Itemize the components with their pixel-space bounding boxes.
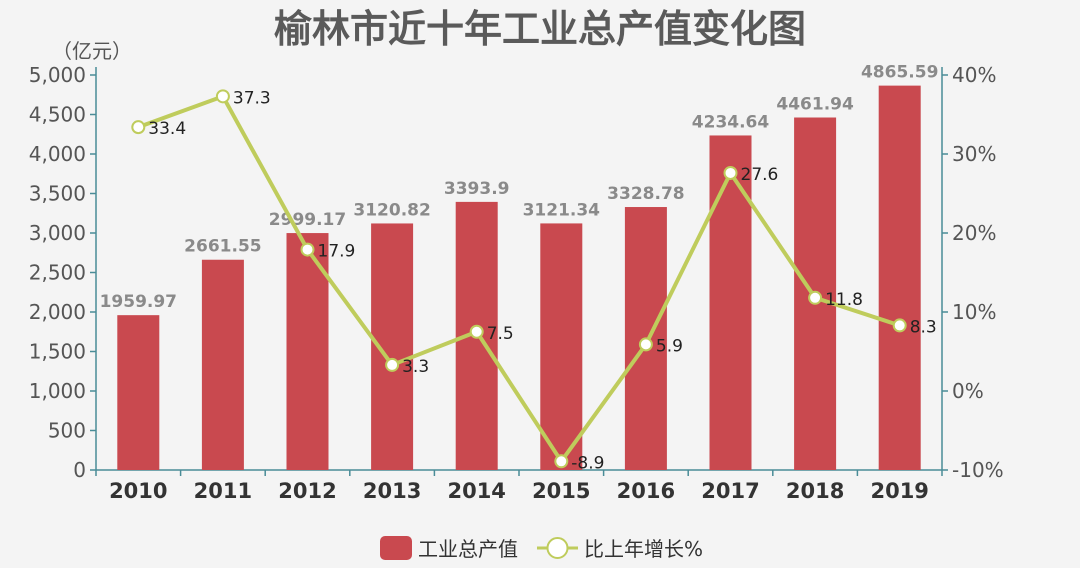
bar-value-label: 4865.59 <box>861 63 938 83</box>
y-axis-unit: （亿元） <box>52 39 132 63</box>
bar <box>286 233 329 470</box>
y-left-tick-label: 2,500 <box>29 261 86 285</box>
axes: 0 500 1,000 1,500 2,000 2,500 3,000 3,500 4,000 4… <box>29 63 1004 503</box>
line-point <box>554 454 569 469</box>
bar-value-label: 3393.9 <box>444 179 510 199</box>
line-point-label: 27.6 <box>741 165 779 185</box>
bar-value-label: 3121.34 <box>523 200 601 220</box>
bar <box>540 223 583 470</box>
line-series: 33.4 37.3 17.9 3.3 7.5 -8.9 5.9 27.6 11.8 8.3 <box>131 88 937 473</box>
line-point-label: 33.4 <box>148 119 186 139</box>
bar <box>201 259 244 470</box>
x-tick-label: 2019 <box>870 479 928 503</box>
line-point-label: 7.5 <box>487 324 514 344</box>
x-tick-label: 2016 <box>617 479 675 503</box>
line-point-label: -8.9 <box>571 453 604 473</box>
y-left-tick-label: 1,500 <box>29 340 86 364</box>
y-left-tick-label: 2,000 <box>29 300 86 324</box>
y-left-tick-label: 3,000 <box>29 221 86 245</box>
x-tick-label: 2017 <box>701 479 759 503</box>
y-right-tick-label: 40% <box>952 63 996 87</box>
bar-value-label: 4234.64 <box>692 112 770 132</box>
bar-value-label: 3328.78 <box>607 184 684 204</box>
line-point-label: 3.3 <box>402 357 429 377</box>
line-point-label: 17.9 <box>318 242 356 262</box>
y-right-tick-label: 0% <box>952 379 984 403</box>
line-point <box>469 324 484 339</box>
line-point <box>131 120 146 135</box>
line-point-label: 5.9 <box>656 336 683 356</box>
line-point-label: 11.8 <box>825 290 863 310</box>
bar-value-label: 3120.82 <box>353 200 430 220</box>
y-right-tick-label: 30% <box>952 142 996 166</box>
y-left-tick-label: 0 <box>73 458 86 482</box>
x-tick-label: 2015 <box>532 479 590 503</box>
legend-line-label: 比上年增长% <box>584 537 703 561</box>
y-left-tick-label: 500 <box>48 419 86 443</box>
line-point <box>638 337 653 352</box>
line-point <box>300 242 315 257</box>
chart-title: 榆林市近十年工业总产值变化图 <box>274 7 806 51</box>
x-tick-label: 2018 <box>786 479 844 503</box>
x-tick-label: 2012 <box>278 479 336 503</box>
line-point <box>215 89 230 104</box>
line-point <box>385 357 400 372</box>
y-left-tick-label: 3,500 <box>29 182 86 206</box>
x-tick-label: 2013 <box>363 479 421 503</box>
line-point <box>892 318 907 333</box>
line-point <box>808 290 823 305</box>
bar <box>878 85 921 470</box>
x-tick-label: 2014 <box>447 479 505 503</box>
line-point <box>723 165 738 180</box>
bar-value-label: 4461.94 <box>776 95 854 115</box>
line-path <box>137 94 901 464</box>
y-left-tick-label: 4,000 <box>29 142 86 166</box>
line-point-label: 37.3 <box>233 88 271 108</box>
line-point-label: 8.3 <box>910 317 937 337</box>
legend-bar-swatch <box>380 536 412 560</box>
y-right-tick-label: 10% <box>952 300 996 324</box>
legend-line-marker <box>546 537 569 559</box>
bar <box>117 315 160 470</box>
bar-value-label: 2999.17 <box>269 210 346 230</box>
x-tick-label: 2010 <box>109 479 167 503</box>
legend-bar-label: 工业总产值 <box>418 537 518 561</box>
x-tick-label: 2011 <box>194 479 252 503</box>
bar-series: 1959.97 2661.55 2999.17 3120.82 3393.9 3121.3… <box>100 63 938 471</box>
bar-value-label: 1959.97 <box>100 292 177 312</box>
y-right-tick-label: -10% <box>952 458 1004 482</box>
bar-value-label: 2661.55 <box>184 237 261 257</box>
legend: 工业总产值 比上年增长% <box>380 536 703 561</box>
bar <box>709 135 752 470</box>
y-right-tick-label: 20% <box>952 221 996 245</box>
y-left-tick-label: 4,500 <box>29 103 86 127</box>
y-left-tick-label: 5,000 <box>29 63 86 87</box>
y-left-tick-label: 1,000 <box>29 379 86 403</box>
